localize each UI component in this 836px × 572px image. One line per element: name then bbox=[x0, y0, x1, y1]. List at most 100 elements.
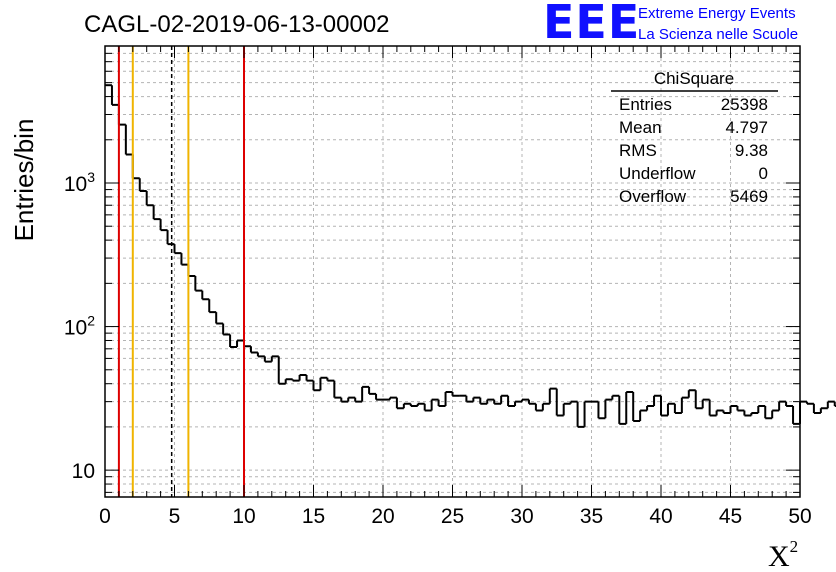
x-tick-label: 5 bbox=[169, 505, 181, 528]
histogram-bin bbox=[611, 394, 620, 400]
histogram-bin bbox=[124, 124, 133, 156]
histogram-bin bbox=[194, 276, 203, 292]
chart-title: CAGL-02-2019-06-13-00002 bbox=[84, 11, 390, 38]
x-tick-label: 35 bbox=[580, 505, 603, 528]
histogram-bin bbox=[145, 190, 154, 207]
histogram-bin bbox=[799, 400, 807, 424]
histogram-bin bbox=[284, 378, 293, 384]
histogram-bin bbox=[687, 389, 696, 398]
histogram-bin bbox=[680, 396, 689, 414]
histogram-bin bbox=[541, 402, 550, 411]
histogram-bin bbox=[138, 178, 147, 192]
histogram-bin bbox=[201, 290, 210, 301]
histogram-bin bbox=[159, 219, 168, 232]
histogram-bin bbox=[729, 404, 738, 414]
x-tick-label: 30 bbox=[510, 505, 533, 528]
histogram-bin bbox=[736, 405, 745, 412]
histogram-bin bbox=[632, 392, 641, 422]
marker-lines bbox=[117, 46, 245, 497]
axis-labels: 0 5 10 15 20 25 30 35 40 45 50 10 102 103 bbox=[64, 169, 812, 528]
x-tick-label: 50 bbox=[788, 505, 811, 528]
stats-value-entries: 25398 bbox=[721, 95, 768, 114]
logo-line-2: La Scienza nelle Scuole bbox=[638, 26, 799, 43]
histogram-bin bbox=[701, 398, 710, 409]
histogram-bin bbox=[451, 392, 460, 397]
histogram-bin bbox=[583, 400, 592, 427]
histogram-bin bbox=[666, 402, 675, 416]
x-tick-label: 20 bbox=[371, 505, 394, 528]
histogram-bin bbox=[597, 401, 606, 420]
stats-value-rms: 9.38 bbox=[735, 141, 768, 160]
histogram-bin bbox=[312, 380, 321, 392]
x-tick-label: 25 bbox=[441, 505, 464, 528]
histogram-bin bbox=[757, 404, 766, 414]
stats-row: Underflow 0 bbox=[619, 164, 768, 183]
stats-label-rms: RMS bbox=[619, 141, 657, 160]
histogram-bin bbox=[743, 410, 752, 417]
histogram-bin bbox=[500, 394, 509, 404]
histogram-bin bbox=[479, 397, 488, 405]
histogram-bin bbox=[555, 388, 564, 417]
y-axis-label: Entries/bin bbox=[9, 119, 39, 242]
x-axis-label: X2 bbox=[768, 537, 798, 572]
histogram-bin bbox=[812, 403, 821, 415]
stats-label-entries: Entries bbox=[619, 95, 672, 114]
histogram-bin bbox=[326, 377, 335, 382]
x-tick-label: 40 bbox=[649, 505, 672, 528]
histogram-bin bbox=[625, 391, 634, 424]
histogram-bin bbox=[388, 396, 397, 400]
histogram-bin bbox=[263, 356, 272, 363]
x-tick-label: 45 bbox=[719, 505, 742, 528]
histogram-bin bbox=[576, 401, 585, 428]
histogram-bin bbox=[347, 396, 356, 402]
histogram-bin bbox=[722, 410, 731, 415]
histogram-bin bbox=[215, 312, 224, 325]
histogram-bin bbox=[270, 355, 279, 362]
histogram-bin bbox=[319, 376, 328, 391]
histogram-bin bbox=[131, 154, 140, 180]
eee-logo-mark: EEE bbox=[543, 0, 641, 49]
histogram-bin bbox=[805, 401, 814, 405]
histogram-bin bbox=[708, 399, 717, 417]
histogram-bin bbox=[493, 399, 502, 405]
histogram-bin bbox=[646, 404, 655, 411]
histogram-bin bbox=[618, 395, 627, 425]
stats-label-underflow: Underflow bbox=[619, 164, 696, 183]
histogram-bin bbox=[110, 85, 119, 106]
histogram-bin bbox=[298, 373, 307, 381]
y-tick-label: 10 bbox=[72, 460, 95, 483]
stats-row: RMS 9.38 bbox=[619, 141, 768, 160]
histogram-bin bbox=[472, 396, 481, 402]
histogram-bin bbox=[395, 397, 404, 410]
histogram-bin bbox=[256, 352, 265, 358]
histogram-bin bbox=[534, 403, 543, 412]
histogram-bin bbox=[715, 409, 724, 416]
histogram-bin bbox=[409, 403, 418, 407]
x-axis-symbol: X bbox=[768, 540, 790, 572]
histogram-bin bbox=[243, 340, 251, 348]
histogram-bin bbox=[826, 400, 835, 409]
histogram-bin bbox=[222, 323, 231, 336]
x-tick-label: 10 bbox=[232, 505, 255, 528]
histogram-bin bbox=[437, 399, 446, 407]
eee-logo: EEE Extreme Energy Events La Scienza nel… bbox=[543, 0, 833, 49]
histogram-bin bbox=[521, 398, 529, 402]
y-tick-label: 103 bbox=[64, 169, 95, 196]
histogram-series bbox=[105, 84, 836, 428]
grid bbox=[105, 45, 800, 497]
stats-box: ChiSquare Entries 25398 Mean 4.797 RMS 9… bbox=[611, 69, 778, 206]
stats-label-mean: Mean bbox=[619, 118, 662, 137]
stats-value-mean: 4.797 bbox=[725, 118, 768, 137]
stats-label-overflow: Overflow bbox=[619, 187, 687, 206]
histogram-bin bbox=[354, 397, 363, 403]
histogram-bin bbox=[368, 386, 377, 395]
logo-line-1: Extreme Energy Events bbox=[638, 5, 796, 22]
histogram-bin bbox=[465, 395, 474, 403]
histogram-bin bbox=[208, 299, 217, 314]
histogram-bin bbox=[180, 253, 189, 266]
histogram-bin bbox=[785, 401, 794, 407]
y-tick-label: 102 bbox=[64, 313, 95, 340]
histogram-bin bbox=[639, 409, 648, 421]
histogram-bin bbox=[569, 400, 578, 404]
histogram-bin bbox=[423, 403, 432, 412]
